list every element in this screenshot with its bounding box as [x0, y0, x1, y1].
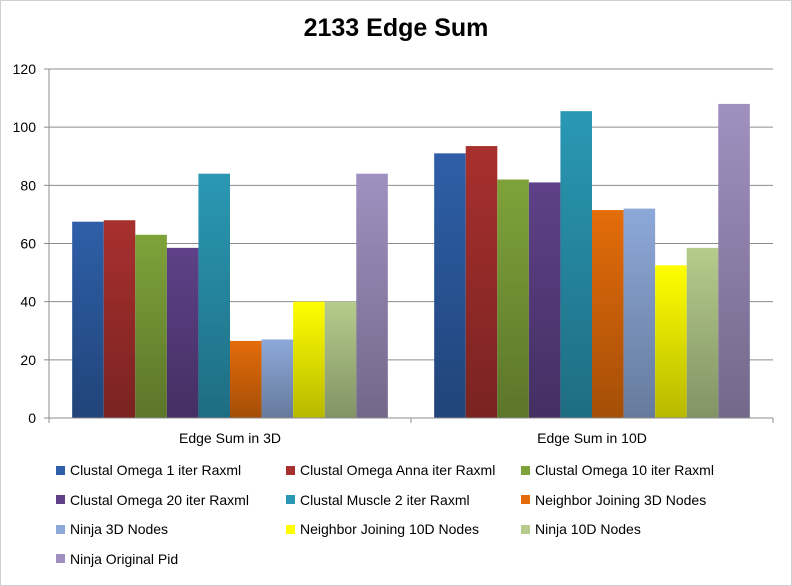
bar: [356, 173, 388, 418]
y-axis-ticks: 0 20 40 60 80 100 120: [13, 61, 49, 426]
axes: [48, 69, 774, 423]
y-tick-label: 120: [13, 61, 37, 77]
bar: [718, 103, 750, 419]
legend-swatch: [56, 495, 65, 504]
bar: [686, 247, 719, 418]
bar: [623, 208, 656, 418]
legend-swatch: [286, 465, 295, 475]
legend-item: Clustal Muscle 2 iter Raxml: [286, 492, 470, 508]
bar: [103, 220, 136, 418]
legend-item: Neighbor Joining 10D Nodes: [286, 521, 479, 537]
legend-item: Clustal Omega 10 iter Raxml: [521, 462, 714, 478]
x-axis-categories: Edge Sum in 3D Edge Sum in 10D: [179, 430, 647, 446]
bar: [261, 339, 294, 418]
legend-label: Neighbor Joining 3D Nodes: [535, 491, 707, 508]
legend-swatch: [521, 524, 530, 534]
chart-title: 2133 Edge Sum: [303, 14, 489, 42]
legend-item: Clustal Omega 1 iter Raxml: [56, 462, 241, 478]
legend-item: Ninja 3D Nodes: [56, 521, 168, 537]
bar: [528, 182, 561, 418]
bar: [166, 247, 199, 418]
legend-swatch: [286, 495, 295, 504]
x-category-label: Edge Sum in 3D: [179, 430, 281, 446]
bar: [592, 210, 624, 418]
legend-swatch: [521, 465, 530, 475]
y-tick-label: 80: [20, 177, 36, 193]
legend-item: Clustal Omega 20 iter Raxml: [56, 492, 249, 508]
legend-item: Clustal Omega Anna iter Raxml: [286, 462, 495, 478]
legend-item: Ninja 10D Nodes: [521, 521, 641, 537]
bar: [497, 179, 529, 418]
x-category-label: Edge Sum in 10D: [537, 430, 647, 446]
legend-swatch: [56, 465, 65, 475]
legend-label: Clustal Omega 20 iter Raxml: [70, 491, 249, 508]
legend-swatch: [56, 554, 65, 563]
bar: [293, 301, 325, 418]
bar: [465, 146, 498, 418]
bar: [135, 234, 167, 418]
legend-label: Ninja 10D Nodes: [535, 521, 641, 537]
y-tick-label: 20: [20, 352, 36, 368]
legend-label: Clustal Omega Anna iter Raxml: [300, 462, 496, 478]
legend-item: Neighbor Joining 3D Nodes: [521, 492, 706, 508]
legend-swatch: [286, 524, 295, 534]
legend-label: Clustal Muscle 2 iter Raxml: [300, 491, 470, 508]
legend-swatch: [56, 524, 65, 534]
legend-label: Ninja 3D Nodes: [70, 521, 169, 537]
legend-item: Ninja Original Pid: [56, 551, 178, 567]
legend-label: Neighbor Joining 10D Nodes: [300, 521, 479, 537]
y-tick-label: 60: [20, 236, 36, 252]
legend-swatch: [521, 495, 530, 504]
y-tick-label: 40: [20, 294, 36, 310]
bar: [198, 173, 230, 418]
bars: [72, 103, 750, 419]
bar: [655, 265, 687, 418]
bar: [560, 111, 592, 418]
legend-label: Clustal Omega 1 iter Raxml: [70, 462, 242, 478]
bar: [434, 153, 466, 418]
bar: [230, 340, 262, 418]
legend-label: Ninja Original Pid: [70, 550, 179, 567]
y-tick-label: 0: [28, 410, 36, 426]
bar: [72, 221, 104, 418]
bar: [324, 301, 357, 418]
legend-label: Clustal Omega 10 iter Raxml: [535, 462, 714, 478]
y-tick-label: 100: [13, 119, 37, 135]
